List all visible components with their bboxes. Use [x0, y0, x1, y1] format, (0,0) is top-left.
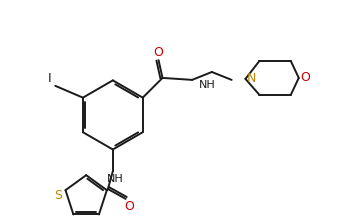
Text: N: N [246, 72, 256, 85]
Text: I: I [47, 72, 51, 85]
Text: O: O [125, 200, 135, 213]
Text: O: O [154, 46, 163, 59]
Text: NH: NH [106, 174, 123, 184]
Text: O: O [300, 72, 310, 84]
Text: S: S [54, 189, 63, 202]
Text: NH: NH [199, 80, 216, 90]
